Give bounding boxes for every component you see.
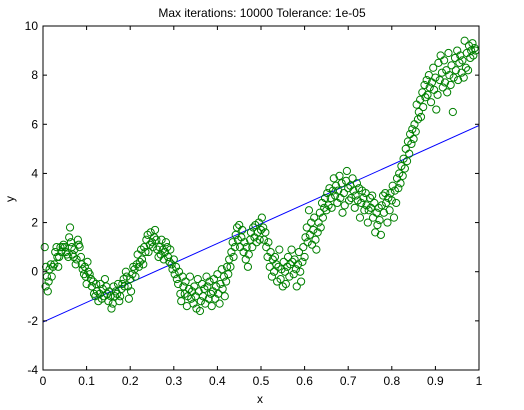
y-tick-label: 2: [31, 216, 38, 230]
x-axis-label: x: [257, 392, 263, 406]
y-tick-label: -2: [27, 314, 38, 328]
x-tick-label: 0.9: [427, 374, 444, 388]
x-tick-label: 0.6: [296, 374, 313, 388]
x-tick-label: 0.5: [253, 374, 270, 388]
x-tick-label: 0: [40, 374, 47, 388]
x-tick-label: 1: [476, 374, 483, 388]
y-tick-label: 8: [31, 68, 38, 82]
axes-background: [43, 26, 479, 370]
y-tick-label: 0: [31, 265, 38, 279]
x-tick-label: 0.2: [122, 374, 139, 388]
y-tick-label: 4: [31, 166, 38, 180]
x-tick-label: 0.1: [78, 374, 95, 388]
chart-title: Max iterations: 10000 Tolerance: 1e-05: [158, 6, 366, 20]
y-axis-label: y: [3, 196, 17, 202]
x-tick-label: 0.4: [209, 374, 226, 388]
plot-area: 0 0.1 0.2 0.3 0.4 0.5 0.6 0.7 0.8 0.9 1 -4 -2 0 2 4 6 8 1…: [25, 19, 483, 388]
y-tick-label: 6: [31, 117, 38, 131]
x-tick-label: 0.3: [165, 374, 182, 388]
x-tick-label: 0.8: [383, 374, 400, 388]
y-tick-label: -4: [27, 363, 38, 377]
y-tick-label: 10: [25, 19, 39, 33]
x-tick-label: 0.7: [340, 374, 357, 388]
